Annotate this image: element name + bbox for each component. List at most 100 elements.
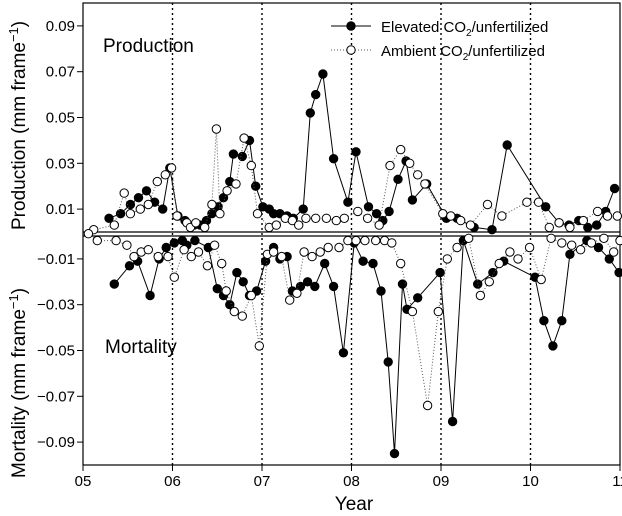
ambient-mortality-point: [557, 238, 567, 248]
mortality-axis-title-close: ): [9, 288, 30, 294]
elevated-mortality-point: [328, 281, 339, 292]
elevated-mortality-point: [212, 284, 223, 294]
production-axis-title: Production (mm frame−1): [6, 21, 30, 230]
ambient-mortality-point: [217, 258, 227, 269]
ambient-mortality-point: [111, 235, 121, 246]
ambient-mortality-point: [292, 288, 302, 298]
ambient-production-point: [522, 197, 532, 207]
elevated-mortality-point: [614, 267, 622, 278]
ambient-production-point: [612, 211, 622, 221]
elevated-mortality-point: [232, 267, 242, 278]
y-tick-label-lower: −0.09: [37, 434, 75, 451]
elevated-production-point: [251, 181, 261, 191]
ambient-production-point: [339, 213, 349, 224]
ambient-production-point: [160, 170, 171, 180]
ambient-production-point: [311, 213, 321, 224]
ambient-production-point: [172, 211, 182, 221]
ambient-mortality-point: [546, 233, 556, 244]
elevated-mortality-point: [145, 290, 155, 301]
elevated-production-point: [298, 204, 308, 214]
ambient-mortality-point: [475, 290, 486, 301]
x-tick-label: 11: [612, 473, 622, 490]
ambient-production-point: [353, 206, 363, 217]
ambient-production-point: [602, 211, 613, 221]
elevated-mortality-point: [376, 286, 386, 296]
elevated-production-point: [158, 204, 168, 214]
elevated-mortality-point: [161, 242, 171, 253]
ambient-mortality-point: [615, 235, 622, 246]
ambient-mortality-point: [524, 242, 535, 253]
ambient-mortality-point: [246, 290, 257, 301]
ambient-mortality-point: [422, 400, 433, 411]
ambient-mortality-point: [334, 242, 344, 253]
elevated-mortality-point: [310, 281, 320, 292]
x-axis-ticks: 05 06 07 08 09 10 11: [75, 465, 622, 490]
series-layer: [83, 69, 622, 459]
ambient-mortality-point: [343, 235, 353, 246]
y-tick-label-upper: 0.03: [46, 155, 75, 172]
ambient-mortality-point: [169, 272, 180, 282]
y-tick-label-upper: 0.05: [46, 110, 75, 127]
ambient-mortality-point: [285, 295, 295, 305]
x-axis-title: Year: [335, 494, 374, 515]
elevated-production-point: [133, 193, 144, 203]
ambient-mortality-point: [186, 251, 197, 262]
elevated-production-point: [583, 222, 593, 233]
elevated-mortality-point: [238, 277, 248, 287]
ambient-mortality-point: [442, 254, 452, 264]
ambient-mortality-point: [586, 238, 597, 248]
elevated-production-point: [328, 154, 339, 164]
legend-ambient-label: Ambient CO2/unfertilized: [381, 43, 545, 63]
elevated-mortality-point: [358, 256, 368, 266]
ambient-mortality-point: [575, 245, 586, 255]
ambient-mortality-point: [464, 233, 474, 244]
ambient-mortality-point: [505, 247, 515, 257]
ambient-production-point: [438, 209, 448, 219]
elevated-mortality-point: [435, 267, 445, 278]
ambient-mortality-point: [396, 258, 406, 269]
elevated-production-point: [141, 186, 152, 196]
y-tick-label-upper: 0.01: [46, 201, 75, 218]
ambient-mortality-point: [609, 247, 619, 257]
elevated-mortality-point: [413, 293, 423, 303]
ambient-mortality-point: [209, 240, 220, 250]
x-tick-label: 06: [164, 473, 181, 490]
elevated-mortality-point: [338, 348, 349, 358]
elevated-mortality-point: [397, 279, 408, 289]
y-tick-label-lower: −0.05: [37, 343, 75, 360]
ambient-mortality-point: [387, 238, 397, 248]
elevated-production-point: [305, 108, 315, 118]
ambient-production-point: [405, 158, 415, 169]
ambient-mortality-point: [268, 247, 279, 257]
elevated-mortality-point: [557, 316, 567, 326]
ambient-production-point: [482, 199, 493, 210]
elevated-mortality-line: [113, 239, 620, 454]
ambient-production-point: [592, 206, 603, 217]
mortality-axis-title-sup: −1: [6, 294, 21, 309]
ambient-mortality-point: [129, 251, 139, 262]
y-axis-upper-ticks: 0.01 0.03 0.05 0.07 0.09: [46, 18, 83, 218]
ambient-mortality-point: [484, 277, 494, 287]
legend-elevated-label: Elevated CO2/unfertilized: [381, 19, 548, 39]
legend-elevated-suffix: /unfertilized: [472, 19, 549, 36]
y-tick-label-lower: −0.03: [37, 297, 75, 314]
ambient-mortality-point: [407, 306, 418, 317]
ambient-mortality-point: [536, 274, 546, 285]
ambient-production-point: [125, 209, 136, 219]
ambient-production-point: [207, 199, 217, 210]
ambient-production-point: [143, 199, 154, 210]
ambient-production-point: [565, 222, 575, 233]
ambient-mortality-point: [452, 242, 462, 253]
elevated-mortality-point: [109, 279, 120, 289]
mortality-panel-label: Mortality: [105, 337, 177, 358]
x-tick-label: 05: [75, 473, 92, 490]
ambient-mortality-point: [143, 245, 154, 255]
legend: Elevated CO2/unfertilized Ambient CO2/un…: [331, 19, 548, 63]
ambient-production-point: [396, 144, 406, 155]
y-axis-lower-ticks: −0.01 −0.03 −0.05 −0.07 −0.09: [37, 251, 83, 451]
ambient-production-point: [374, 220, 384, 230]
elevated-production-point: [592, 220, 602, 230]
elevated-mortality-point: [302, 277, 313, 287]
ambient-production-point: [252, 209, 263, 219]
legend-elevated-sub: 2: [466, 28, 472, 39]
